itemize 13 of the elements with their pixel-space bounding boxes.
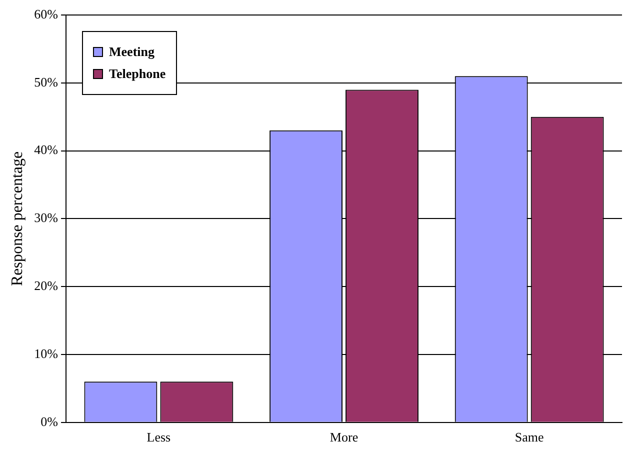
y-tick-label: 50% xyxy=(34,74,58,90)
y-tick-label: 20% xyxy=(34,278,58,294)
y-tick-label: 10% xyxy=(34,346,58,361)
y-tick-label: 0% xyxy=(40,414,58,429)
y-tick-label: 40% xyxy=(34,142,58,158)
y-axis-title: Response percentage xyxy=(8,151,26,286)
x-tick-label: Less xyxy=(146,430,171,445)
legend-label: Telephone xyxy=(108,66,166,82)
legend-label: Meeting xyxy=(108,44,156,60)
y-tick-label: 30% xyxy=(34,210,58,226)
x-tick-label: More xyxy=(330,430,358,445)
x-tick-label: Same xyxy=(514,430,544,445)
y-tick-label: 60% xyxy=(34,6,58,22)
